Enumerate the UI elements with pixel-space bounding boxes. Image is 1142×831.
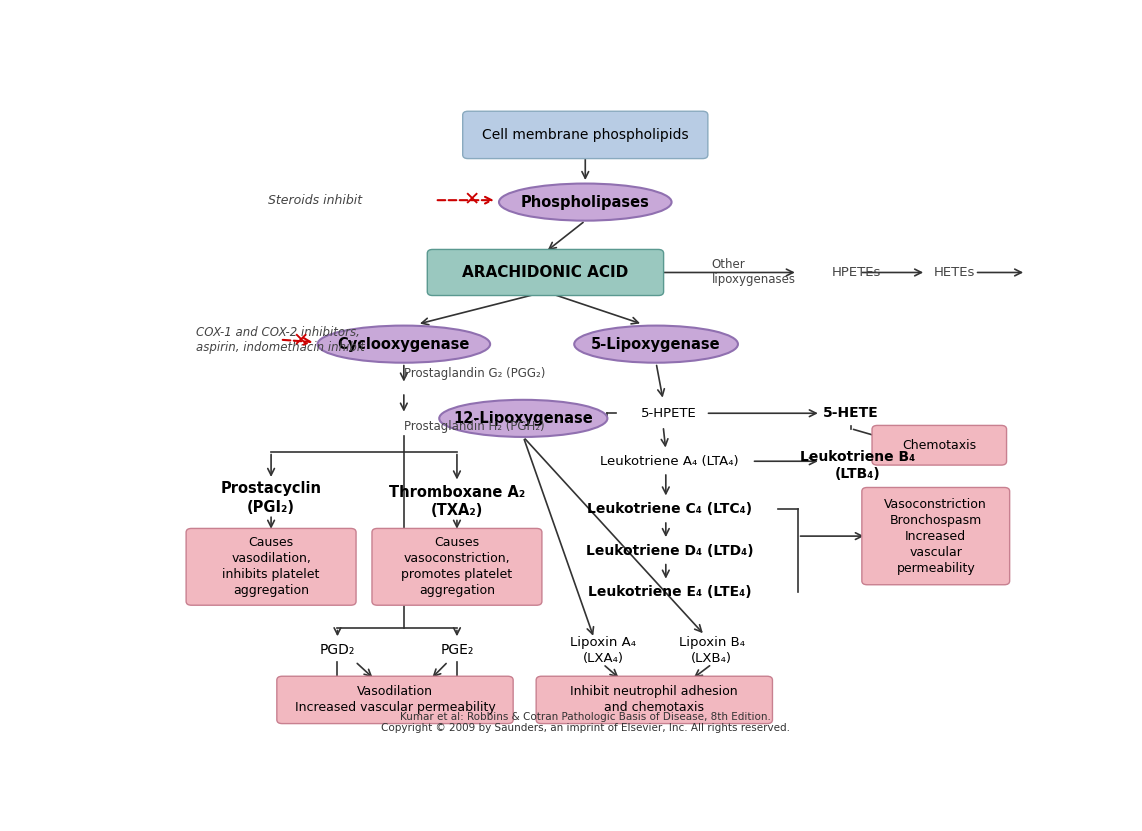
Text: 5-Lipoxygenase: 5-Lipoxygenase (592, 337, 721, 352)
FancyBboxPatch shape (463, 111, 708, 159)
Text: PGD₂: PGD₂ (320, 643, 355, 657)
Text: 5-HETE: 5-HETE (823, 406, 878, 420)
Text: Leukotriene C₄ (LTC₄): Leukotriene C₄ (LTC₄) (587, 502, 751, 516)
Text: ARACHIDONIC ACID: ARACHIDONIC ACID (463, 265, 628, 280)
Text: Lipoxin A₄
(LXA₄): Lipoxin A₄ (LXA₄) (570, 636, 636, 665)
Ellipse shape (499, 184, 671, 221)
Ellipse shape (317, 326, 490, 362)
FancyBboxPatch shape (427, 249, 664, 296)
Text: Prostaglandin G₂ (PGG₂): Prostaglandin G₂ (PGG₂) (404, 367, 545, 380)
Text: HETEs: HETEs (934, 266, 975, 279)
Text: Phospholipases: Phospholipases (521, 194, 650, 209)
FancyBboxPatch shape (872, 425, 1006, 465)
Text: Prostacyclin
(PGI₂): Prostacyclin (PGI₂) (220, 481, 322, 514)
Text: Inhibit neutrophil adhesion
and chemotaxis: Inhibit neutrophil adhesion and chemotax… (571, 686, 738, 715)
Text: Vasodilation
Increased vascular permeability: Vasodilation Increased vascular permeabi… (295, 686, 496, 715)
Text: Kumar et al: Robbins & Cotran Pathologic Basis of Disease, 8th Edition.
Copyrigh: Kumar et al: Robbins & Cotran Pathologic… (380, 711, 790, 733)
Text: Causes
vasoconstriction,
promotes platelet
aggregation: Causes vasoconstriction, promotes platel… (401, 536, 513, 597)
Text: ✕: ✕ (464, 190, 480, 209)
Ellipse shape (574, 326, 738, 362)
Text: HPETEs: HPETEs (831, 266, 880, 279)
Text: ✕: ✕ (293, 332, 309, 351)
Text: COX-1 and COX-2 inhibitors,
aspirin, indomethacin inhibit: COX-1 and COX-2 inhibitors, aspirin, ind… (196, 326, 364, 354)
Text: 12-Lipoxygenase: 12-Lipoxygenase (453, 411, 593, 425)
Text: Leukotriene E₄ (LTE₄): Leukotriene E₄ (LTE₄) (587, 585, 751, 599)
Text: Steroids inhibit: Steroids inhibit (268, 194, 362, 207)
Text: Vasoconstriction
Bronchospasm
Increased
vascular
permeability: Vasoconstriction Bronchospasm Increased … (884, 498, 987, 574)
Text: Cell membrane phospholipids: Cell membrane phospholipids (482, 128, 689, 142)
Text: Leukotriene A₄ (LTA₄): Leukotriene A₄ (LTA₄) (600, 455, 739, 468)
Text: 5-HPETE: 5-HPETE (641, 406, 697, 420)
FancyBboxPatch shape (372, 529, 542, 605)
Text: Leukotriene D₄ (LTD₄): Leukotriene D₄ (LTD₄) (586, 543, 754, 558)
Ellipse shape (440, 400, 608, 437)
FancyBboxPatch shape (186, 529, 356, 605)
FancyBboxPatch shape (862, 488, 1010, 585)
Text: Causes
vasodilation,
inhibits platelet
aggregation: Causes vasodilation, inhibits platelet a… (223, 536, 320, 597)
Text: Lipoxin B₄
(LXB₄): Lipoxin B₄ (LXB₄) (678, 636, 745, 665)
FancyBboxPatch shape (276, 676, 513, 724)
Text: Cyclooxygenase: Cyclooxygenase (338, 337, 471, 352)
Text: Prostaglandin H₂ (PGH₂): Prostaglandin H₂ (PGH₂) (404, 420, 545, 433)
Text: Thromboxane A₂
(TXA₂): Thromboxane A₂ (TXA₂) (388, 484, 525, 519)
Text: Leukotriene B₄
(LTB₄): Leukotriene B₄ (LTB₄) (801, 450, 916, 481)
Text: PGE₂: PGE₂ (441, 643, 474, 657)
FancyBboxPatch shape (536, 676, 772, 724)
Text: Other
lipoxygenases: Other lipoxygenases (711, 258, 796, 287)
Text: Chemotaxis: Chemotaxis (902, 439, 976, 452)
